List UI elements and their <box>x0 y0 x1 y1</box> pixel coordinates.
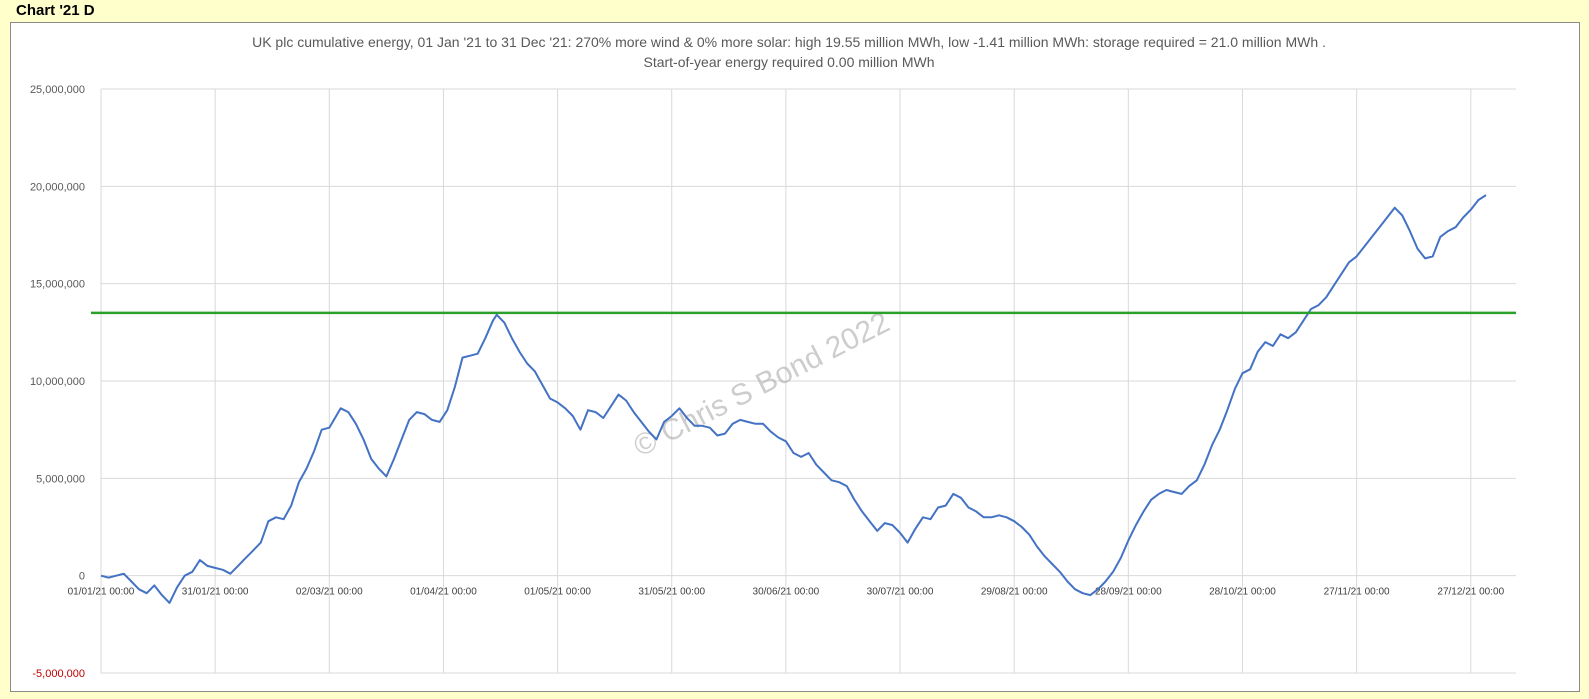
x-axis-ticks: 01/01/21 00:00 31/01/21 00:00 02/03/21 00:… <box>68 587 1505 598</box>
chart-area: UK plc cumulative energy, 01 Jan '21 to … <box>10 22 1580 692</box>
x-tick-label: 01/01/21 00:00 <box>68 587 135 598</box>
y-tick-label: -5,000,000 <box>32 668 85 680</box>
x-tick-label: 29/08/21 00:00 <box>981 587 1048 598</box>
x-tick-label: 28/09/21 00:00 <box>1095 587 1162 598</box>
series-layer <box>100 194 1487 604</box>
x-tick-label: 31/05/21 00:00 <box>638 587 705 598</box>
x-tick-label: 30/07/21 00:00 <box>867 587 934 598</box>
y-tick-label: 5,000,000 <box>36 473 85 485</box>
watermark: © Chris S Bond 2022 <box>628 306 894 464</box>
line-chart: UK plc cumulative energy, 01 Jan '21 to … <box>30 34 1516 680</box>
y-tick-label: 15,000,000 <box>30 279 85 291</box>
x-tick-label: 30/06/21 00:00 <box>753 587 820 598</box>
gridlines <box>100 88 1516 674</box>
x-tick-label: 28/10/21 00:00 <box>1209 587 1276 598</box>
chart-title: UK plc cumulative energy, 01 Jan '21 to … <box>252 34 1326 50</box>
x-tick-label: 27/11/21 00:00 <box>1324 587 1390 598</box>
sheet-title: Chart '21 D <box>16 2 95 19</box>
series-line <box>100 194 1487 604</box>
x-tick-label: 01/05/21 00:00 <box>524 587 591 598</box>
x-tick-label: 31/01/21 00:00 <box>182 587 249 598</box>
y-tick-label: 10,000,000 <box>30 376 85 388</box>
x-tick-label: 02/03/21 00:00 <box>296 587 363 598</box>
y-tick-label: 25,000,000 <box>30 84 85 96</box>
y-tick-label: 0 <box>79 571 85 583</box>
chart-subtitle: Start-of-year energy required 0.00 milli… <box>643 54 934 70</box>
x-tick-label: 27/12/21 00:00 <box>1437 587 1504 598</box>
y-axis-ticks: 25,000,000 20,000,000 15,000,000 10,000,000… <box>30 84 85 680</box>
y-tick-label: 20,000,000 <box>30 181 85 193</box>
x-tick-label: 01/04/21 00:00 <box>410 587 477 598</box>
